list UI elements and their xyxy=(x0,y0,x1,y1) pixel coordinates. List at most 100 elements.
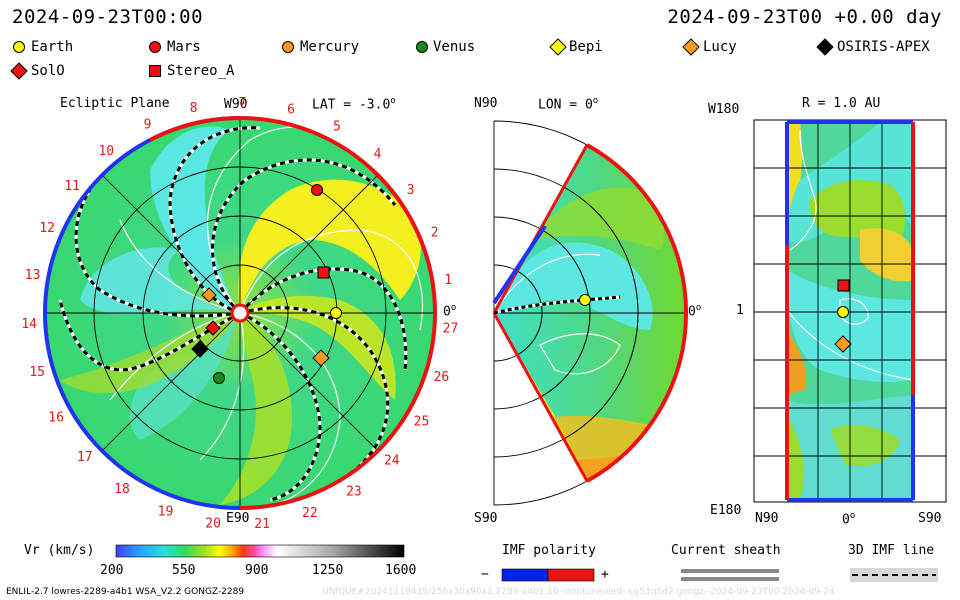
colorbar-tick-200: 200 xyxy=(100,563,124,578)
carrington-tick-15: 15 xyxy=(29,365,45,380)
carrington-tick-9: 9 xyxy=(144,117,152,132)
imf-polarity-bar xyxy=(501,568,595,582)
carrington-tick-26: 26 xyxy=(434,370,450,385)
ecliptic-marker-lucy xyxy=(312,349,330,367)
imf-plus: + xyxy=(601,567,609,582)
legend-label-earth: Earth xyxy=(31,39,74,55)
colorbar-tick-550: 550 xyxy=(172,563,196,578)
ecliptic-marker-mercury xyxy=(201,287,217,303)
current-sheath-key xyxy=(681,569,779,581)
carrington-tick-3: 3 xyxy=(407,183,415,198)
imf-line-title: 3D IMF line xyxy=(848,543,935,558)
ecliptic-title: Ecliptic Plane xyxy=(60,96,170,111)
sphere-r-label: R = 1.0 AU xyxy=(802,96,881,111)
ecliptic-marker-stereo-a xyxy=(317,266,330,279)
meridional-rim xyxy=(586,143,689,483)
imf-minus: − xyxy=(481,567,489,582)
meridional-right-label: 0o xyxy=(688,303,702,320)
meridional-marker-earth xyxy=(579,294,591,306)
legend-marker-mercury xyxy=(282,41,294,53)
sphere-marker-earth xyxy=(837,306,849,318)
legend-label-mars: Mars xyxy=(167,39,201,55)
legend-marker-venus xyxy=(416,41,428,53)
carrington-tick-24: 24 xyxy=(384,454,400,469)
carrington-tick-20: 20 xyxy=(205,516,221,531)
ecliptic-lat-label: LAT = -3.0o xyxy=(312,96,396,113)
legend-marker-solo xyxy=(10,62,28,80)
carrington-tick-10: 10 xyxy=(98,144,114,159)
colorbar-tick-900: 900 xyxy=(245,563,269,578)
carrington-tick-12: 12 xyxy=(39,221,55,236)
carrington-tick-1: 1 xyxy=(444,273,452,288)
ecliptic-marker-osiris-apex xyxy=(191,340,209,358)
sphere-top-left-label: W180 xyxy=(708,102,740,117)
carrington-tick-4: 4 xyxy=(374,147,382,162)
sphere-marker-stereo-a xyxy=(837,279,850,292)
carrington-tick-14: 14 xyxy=(21,317,37,332)
ecliptic-body-markers xyxy=(191,184,342,384)
carrington-tick-18: 18 xyxy=(114,482,130,497)
legend-marker-stereo-a xyxy=(149,65,161,77)
carrington-tick-22: 22 xyxy=(302,506,318,521)
meridional-bottom-label: S90 xyxy=(474,511,498,526)
carrington-tick-11: 11 xyxy=(64,179,80,194)
carrington-tick-19: 19 xyxy=(158,504,174,519)
imf-line-key xyxy=(850,568,938,582)
legend-marker-lucy xyxy=(682,38,700,56)
ecliptic-bottom-label: E90 xyxy=(226,511,250,526)
carrington-tick-17: 17 xyxy=(77,450,93,465)
sphere-x-label-s90: S90 xyxy=(918,511,942,526)
ecliptic-sun xyxy=(230,303,250,323)
meridional-lon-label: LON = 0o xyxy=(538,96,599,113)
time-right: 2024-09-23T00 +0.00 day xyxy=(667,6,942,28)
colorbar-tick-1250: 1250 xyxy=(312,563,344,578)
carrington-tick-16: 16 xyxy=(48,410,64,425)
legend-marker-mars xyxy=(149,41,161,53)
carrington-tick-7: 7 xyxy=(239,96,247,111)
carrington-tick-23: 23 xyxy=(346,485,362,500)
ecliptic-marker-solo xyxy=(205,320,221,336)
imf-polarity-title: IMF polarity xyxy=(502,543,596,558)
sphere-mid-left-label: 1 xyxy=(736,303,744,318)
legend-label-stereo-a: Stereo_A xyxy=(167,63,235,79)
legend-label-bepi: Bepi xyxy=(569,39,603,55)
carrington-tick-8: 8 xyxy=(190,101,198,116)
time-left: 2024-09-23T00:00 xyxy=(12,6,204,28)
colorbar xyxy=(115,544,405,558)
ecliptic-velocity-field xyxy=(45,118,435,508)
footer-watermark: UNIQUE#20241118435/256x30x90x1.2289-a4b1… xyxy=(322,587,835,597)
ecliptic-rim-positive xyxy=(239,116,437,510)
colorbar-tick-1600: 1600 xyxy=(385,563,417,578)
legend-label-venus: Venus xyxy=(433,39,476,55)
meridional-top-label: N90 xyxy=(474,96,498,111)
current-sheath-title: Current sheath xyxy=(671,543,781,558)
colorbar-label: Vr (km/s) xyxy=(24,543,95,558)
legend-label-lucy: Lucy xyxy=(703,39,737,55)
footer-left: ENLIL-2.7 lowres-2289-a4b1 WSA_V2.2 GONG… xyxy=(6,587,245,597)
legend-label-osiris-apex: OSIRIS-APEX xyxy=(837,39,930,55)
ecliptic-marker-earth xyxy=(330,307,342,319)
carrington-tick-25: 25 xyxy=(414,415,430,430)
carrington-tick-13: 13 xyxy=(25,268,41,283)
carrington-tick-27: 27 xyxy=(443,322,459,337)
ecliptic-marker-venus xyxy=(213,372,225,384)
ecliptic-marker-mars xyxy=(311,184,323,196)
legend-marker-bepi xyxy=(549,38,567,56)
sphere-panel xyxy=(753,119,947,503)
sphere-bottom-left-label: E180 xyxy=(710,503,742,518)
carrington-tick-21: 21 xyxy=(254,517,270,532)
carrington-tick-5: 5 xyxy=(333,120,341,135)
legend-label-solo: SolO xyxy=(31,63,65,79)
sphere-marker-lucy xyxy=(834,335,852,353)
carrington-tick-6: 6 xyxy=(287,102,295,117)
sphere-x-label-n90: N90 xyxy=(755,511,779,526)
ecliptic-rim-negative xyxy=(43,116,241,510)
carrington-tick-2: 2 xyxy=(431,226,439,241)
legend-marker-osiris-apex xyxy=(816,38,834,56)
legend-marker-earth xyxy=(13,41,25,53)
ecliptic-right-label: 0o xyxy=(443,303,457,320)
sphere-x-label-0: 0o xyxy=(842,511,856,528)
